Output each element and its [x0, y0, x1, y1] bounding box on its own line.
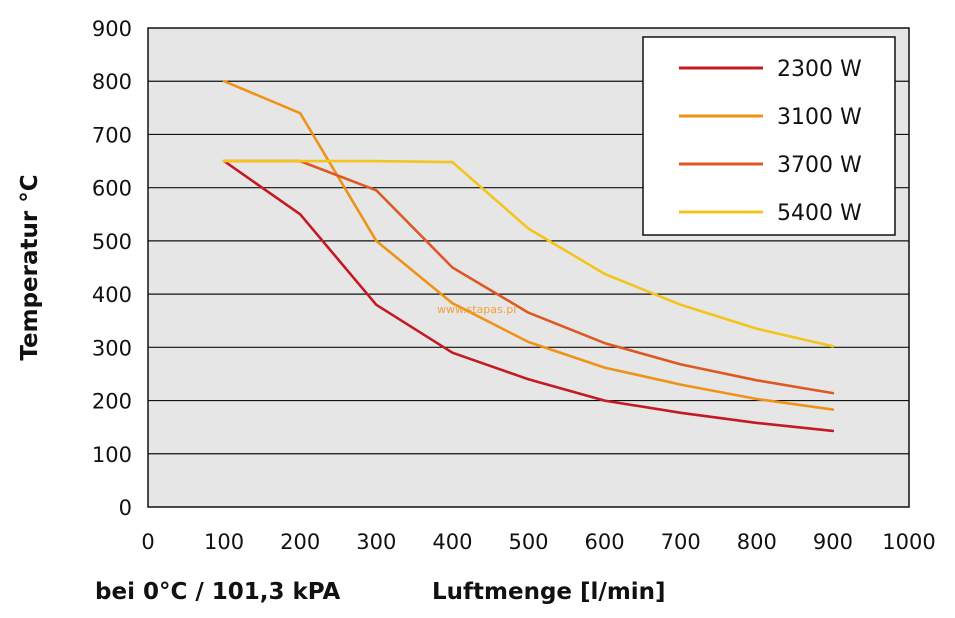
- x-tick-label: 0: [141, 530, 154, 554]
- x-tick-label: 800: [737, 530, 777, 554]
- plot-frame: [147, 27, 910, 508]
- x-tick-label: 500: [508, 530, 548, 554]
- x-tick-label: 900: [813, 530, 853, 554]
- legend-label: 3700 W: [777, 153, 862, 178]
- y-tick-labels: 0 100 200 300 400 500 600 700 800 900: [92, 17, 132, 520]
- legend-label: 2300 W: [777, 57, 862, 82]
- legend-label: 5400 W: [777, 201, 862, 226]
- y-tick-label: 900: [92, 17, 132, 41]
- series-lines: [222, 79, 835, 433]
- x-tick-label: 200: [280, 530, 320, 554]
- series-line: [222, 159, 835, 395]
- x-tick-label: 700: [661, 530, 701, 554]
- condition-note: bei 0°C / 101,3 kPA: [95, 579, 341, 605]
- x-tick-labels: 0 100 200 300 400 500 600 700 800 900 1000: [141, 530, 935, 554]
- x-tick-label: 600: [585, 530, 625, 554]
- y-tick-label: 300: [92, 336, 132, 360]
- legend-box: [642, 36, 896, 236]
- series-line: [222, 159, 835, 348]
- x-tick-label: 1000: [882, 530, 935, 554]
- series-line: [222, 159, 835, 433]
- y-tick-label: 800: [92, 70, 132, 94]
- y-axis-title: Temperatur °C: [17, 174, 43, 360]
- y-tick-label: 700: [92, 123, 132, 147]
- y-tick-label: 500: [92, 230, 132, 254]
- x-axis-title: Luftmenge [l/min]: [432, 579, 666, 605]
- y-tick-label: 600: [92, 177, 132, 201]
- y-tick-label: 0: [119, 496, 132, 520]
- y-tick-label: 100: [92, 443, 132, 467]
- x-tick-label: 100: [204, 530, 244, 554]
- x-tick-label: 400: [432, 530, 472, 554]
- watermark: www.stapas.pl: [437, 303, 516, 316]
- legend: 2300 W 3100 W 3700 W 5400 W: [642, 36, 896, 236]
- y-tick-label: 200: [92, 390, 132, 414]
- y-tick-label: 400: [92, 283, 132, 307]
- x-tick-label: 300: [356, 530, 396, 554]
- series-line: [222, 79, 835, 411]
- legend-label: 3100 W: [777, 105, 862, 130]
